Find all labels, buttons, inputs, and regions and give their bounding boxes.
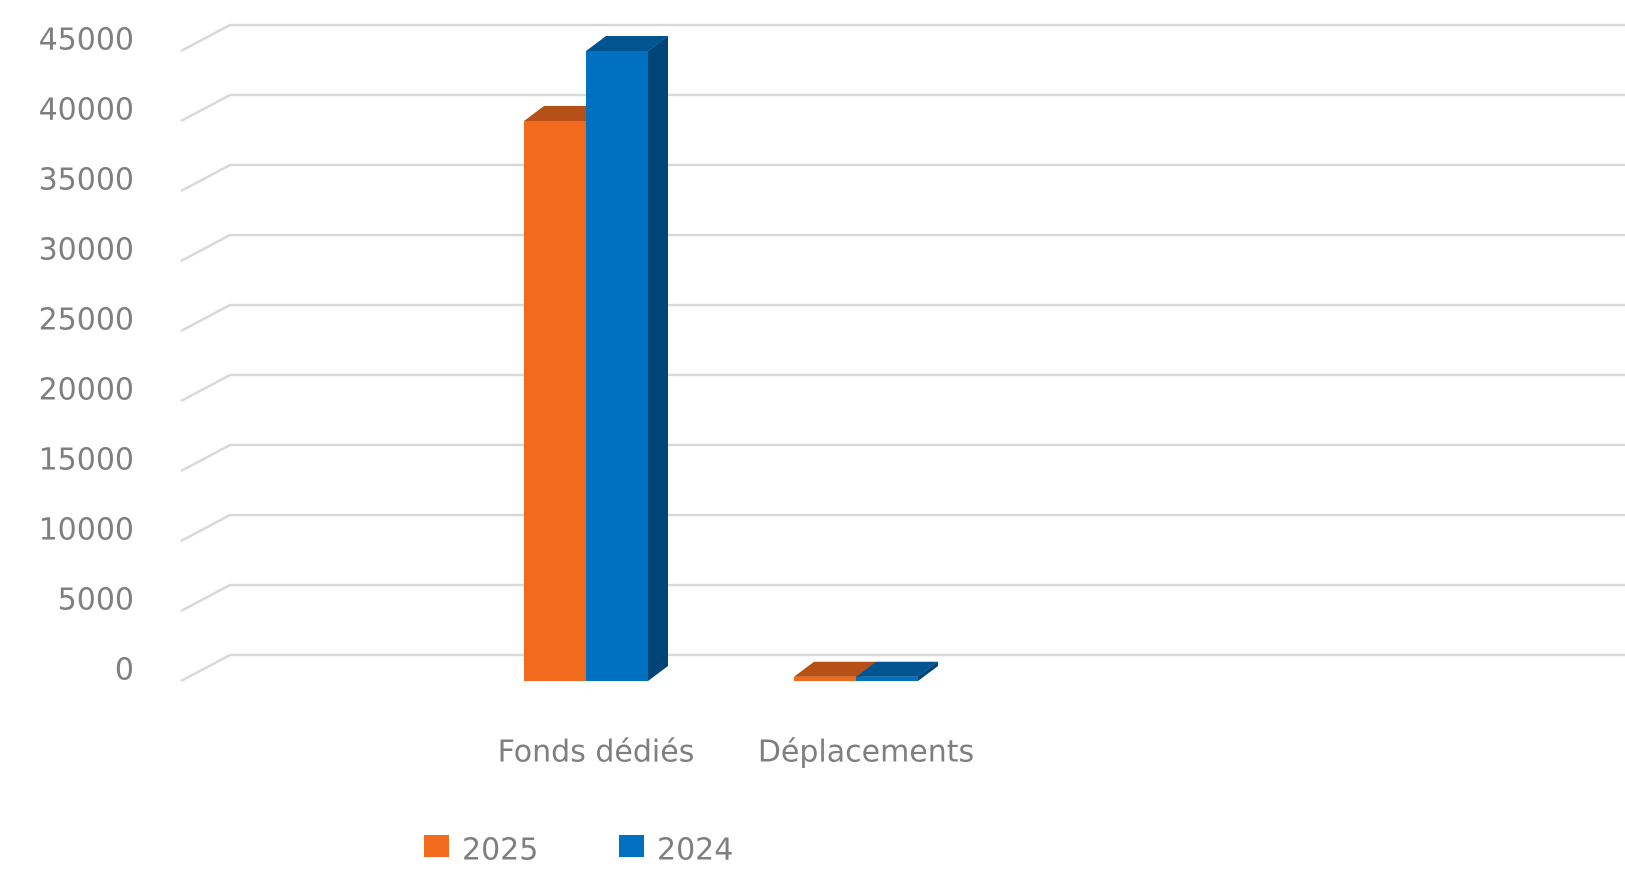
legend-label: 2025 [462,833,538,868]
y-tick-label: 0 [115,653,134,688]
bar [856,676,918,681]
legend-label: 2024 [657,833,733,868]
grid-line [180,233,1625,263]
y-tick-label: 10000 [39,513,134,548]
grid-line [180,583,1625,613]
bar-top [586,36,668,51]
bar [794,676,856,681]
bar-side [918,661,938,681]
y-tick-label: 45000 [39,23,134,58]
grid-line [180,303,1625,333]
x-tick-label: Déplacements [758,735,974,770]
y-tick-label: 35000 [39,163,134,198]
bar-top [856,661,938,677]
bar-side [648,36,668,681]
grid-line [180,443,1625,473]
y-tick-label: 20000 [39,373,134,408]
bar-top [794,661,876,677]
legend-swatch [424,835,449,857]
bar [524,121,586,681]
bar-top [524,106,606,121]
y-tick-label: 15000 [39,443,134,478]
grid-line [180,373,1625,403]
grid-line [180,653,1625,683]
grid-line [180,93,1625,123]
legend-swatch [619,835,644,857]
y-tick-label: 5000 [58,583,134,618]
grid-line [180,513,1625,543]
y-tick-label: 30000 [39,233,134,268]
y-tick-label: 25000 [39,303,134,338]
bar [586,51,648,681]
y-tick-label: 40000 [39,93,134,128]
grid-line [180,23,1625,53]
grid-line [180,163,1625,193]
x-tick-label: Fonds dédiés [498,735,695,770]
